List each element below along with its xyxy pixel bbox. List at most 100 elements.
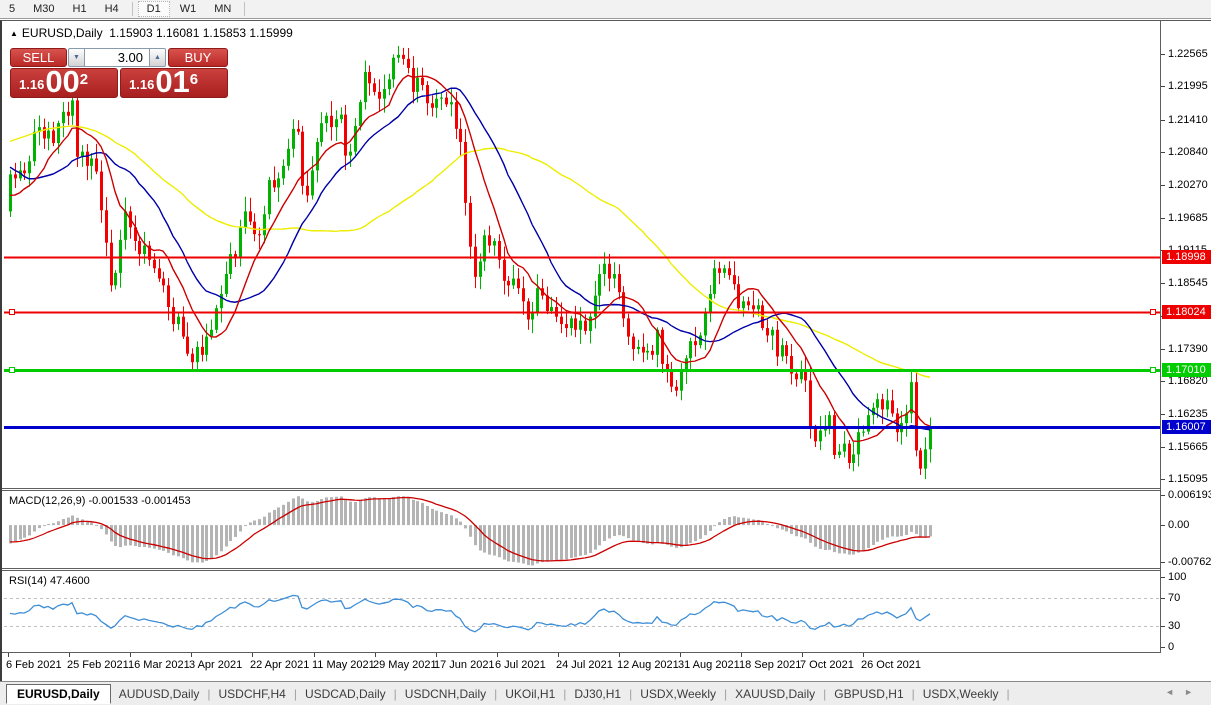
macd-label: MACD(12,26,9) -0.001533 -0.001453 (9, 495, 191, 507)
price-tick-dash (1161, 414, 1165, 415)
timeframe-mn-button[interactable]: MN (214, 3, 232, 15)
date-tick (497, 653, 498, 657)
date-tick (252, 653, 253, 657)
date-label: 7 Oct 2021 (800, 659, 854, 671)
tab-scroll-arrows[interactable]: ◄► (1165, 687, 1203, 697)
tab-eurusd-daily[interactable]: EURUSD,Daily (6, 683, 111, 704)
price-tick-label: 1.15665 (1168, 441, 1208, 453)
date-tick (680, 653, 681, 657)
buy-button[interactable]: BUY (168, 48, 228, 67)
date-label: 17 Jun 2021 (434, 659, 495, 671)
price-tick-dash (1161, 349, 1165, 350)
rsi-tick-label: 70 (1168, 592, 1181, 604)
tab-usdcad-daily[interactable]: USDCAD,Daily (305, 687, 405, 701)
date-label: 6 Feb 2021 (6, 659, 62, 671)
date-label: 25 Feb 2021 (67, 659, 129, 671)
tab-scroll-right-icon[interactable]: ► (1184, 687, 1203, 697)
price-tick-dash (1161, 86, 1165, 87)
rsi-tick-dash (1161, 598, 1165, 599)
volume-input[interactable]: 3.00 (85, 48, 149, 67)
price-tick-dash (1161, 283, 1165, 284)
pane-resize-handle[interactable] (2, 568, 1211, 571)
tab-usdx-weekly[interactable]: USDX,Weekly (640, 687, 735, 701)
buy-price-big: 01 (155, 64, 190, 99)
chevron-up-icon: ▲ (154, 54, 161, 61)
tab-usdx-weekly-2[interactable]: USDX,Weekly (923, 687, 1018, 701)
price-tick-dash (1161, 479, 1165, 480)
date-label: 22 Apr 2021 (250, 659, 310, 671)
price-tick-label: 1.22565 (1168, 48, 1208, 60)
date-tick (802, 653, 803, 657)
price-level-tag[interactable]: 1.18024 (1162, 305, 1211, 319)
volume-increase-button[interactable]: ▲ (149, 48, 166, 67)
rsi-tick-dash (1161, 647, 1165, 648)
tab-ukoil-h1[interactable]: UKOil,H1 (505, 687, 574, 701)
price-tick-dash (1161, 152, 1165, 153)
date-axis[interactable]: 6 Feb 2021 25 Feb 2021 16 Mar 2021 3 Apr 20… (2, 653, 1160, 682)
tab-usdcnh-daily[interactable]: USDCNH,Daily (405, 687, 505, 701)
sell-button[interactable]: SELL (10, 48, 67, 67)
macd-indicator-canvas[interactable] (4, 491, 1160, 568)
date-label: 6 Jul 2021 (495, 659, 546, 671)
timeframe-m5-button[interactable]: 5 (9, 3, 16, 15)
price-tick-label: 1.19685 (1168, 212, 1208, 224)
price-tick-label: 1.16235 (1168, 408, 1208, 420)
rsi-indicator-canvas[interactable] (4, 571, 1160, 652)
date-label: 31 Aug 2021 (678, 659, 740, 671)
tab-dj30-h1[interactable]: DJ30,H1 (574, 687, 640, 701)
rsi-tick-label: 0 (1168, 641, 1175, 653)
rsi-tick-dash (1161, 626, 1165, 627)
tab-xauusd-daily[interactable]: XAUUSD,Daily (735, 687, 834, 701)
chart-ohlc-values: 1.15903 1.16081 1.15853 1.15999 (109, 26, 293, 40)
tab-gbpusd-h1[interactable]: GBPUSD,H1 (834, 687, 922, 701)
collapse-icon[interactable]: ▲ (10, 29, 18, 38)
price-tick-dash (1161, 381, 1165, 382)
price-axis[interactable]: 1.22565 1.21995 1.21410 1.20840 1.20270 1.196… (1160, 21, 1211, 653)
chart-title: ▲ EURUSD,Daily 1.15903 1.16081 1.15853 1.… (10, 26, 293, 40)
date-label: 3 Apr 2021 (189, 659, 243, 671)
price-tick-label: 1.18545 (1168, 277, 1208, 289)
timeframe-w1-button[interactable]: W1 (179, 3, 197, 15)
rsi-tick-label: 100 (1168, 571, 1187, 583)
tab-usdchf-h4[interactable]: USDCHF,H4 (219, 687, 305, 701)
rsi-tick-dash (1161, 577, 1165, 578)
rsi-label: RSI(14) 47.4600 (9, 575, 90, 587)
pane-border (2, 652, 1211, 653)
price-tick-label: 1.20270 (1168, 179, 1208, 191)
sell-price-sup: 2 (79, 71, 89, 88)
date-label: 26 Oct 2021 (861, 659, 921, 671)
price-level-tag[interactable]: 1.17010 (1162, 363, 1211, 377)
date-tick (741, 653, 742, 657)
timeframe-h1-button[interactable]: H1 (72, 3, 87, 15)
volume-decrease-button[interactable]: ▼ (68, 48, 85, 67)
price-tick-label: 1.20840 (1168, 146, 1208, 158)
price-tick-label: 1.21410 (1168, 114, 1208, 126)
price-level-tag[interactable]: 1.16007 (1162, 420, 1211, 434)
date-label: 11 May 2021 (312, 659, 375, 671)
date-label: 24 Jul 2021 (556, 659, 613, 671)
buy-price-display[interactable]: 1.16 01 6 (120, 64, 228, 99)
date-tick (436, 653, 437, 657)
chart-window: ▲ EURUSD,Daily 1.15903 1.16081 1.15853 1.… (0, 20, 1211, 682)
date-tick (314, 653, 315, 657)
macd-tick-label: 0.00 (1168, 519, 1190, 531)
date-label: 29 May 2021 (373, 659, 437, 671)
date-tick (375, 653, 376, 657)
toolbar-separator (244, 2, 246, 16)
price-tick-label: 1.16820 (1168, 375, 1208, 387)
timeframe-d1-button[interactable]: D1 (137, 1, 170, 17)
chevron-down-icon: ▼ (73, 54, 80, 61)
pane-resize-handle[interactable] (2, 488, 1211, 491)
tab-scroll-left-icon[interactable]: ◄ (1165, 687, 1185, 697)
timeframe-h4-button[interactable]: H4 (104, 3, 119, 15)
price-level-tag[interactable]: 1.18998 (1162, 250, 1211, 264)
chart-tab-bar: EURUSD,Daily AUDUSD,Daily USDCHF,H4 USDC… (0, 681, 1211, 705)
price-chart-canvas[interactable] (4, 23, 1160, 488)
buy-price-sup: 6 (189, 71, 199, 88)
sell-price-display[interactable]: 1.16 00 2 (10, 64, 118, 99)
timeframe-m30-button[interactable]: M30 (33, 3, 55, 15)
tab-audusd-daily[interactable]: AUDUSD,Daily (119, 687, 219, 701)
sell-price-big: 00 (45, 64, 80, 99)
